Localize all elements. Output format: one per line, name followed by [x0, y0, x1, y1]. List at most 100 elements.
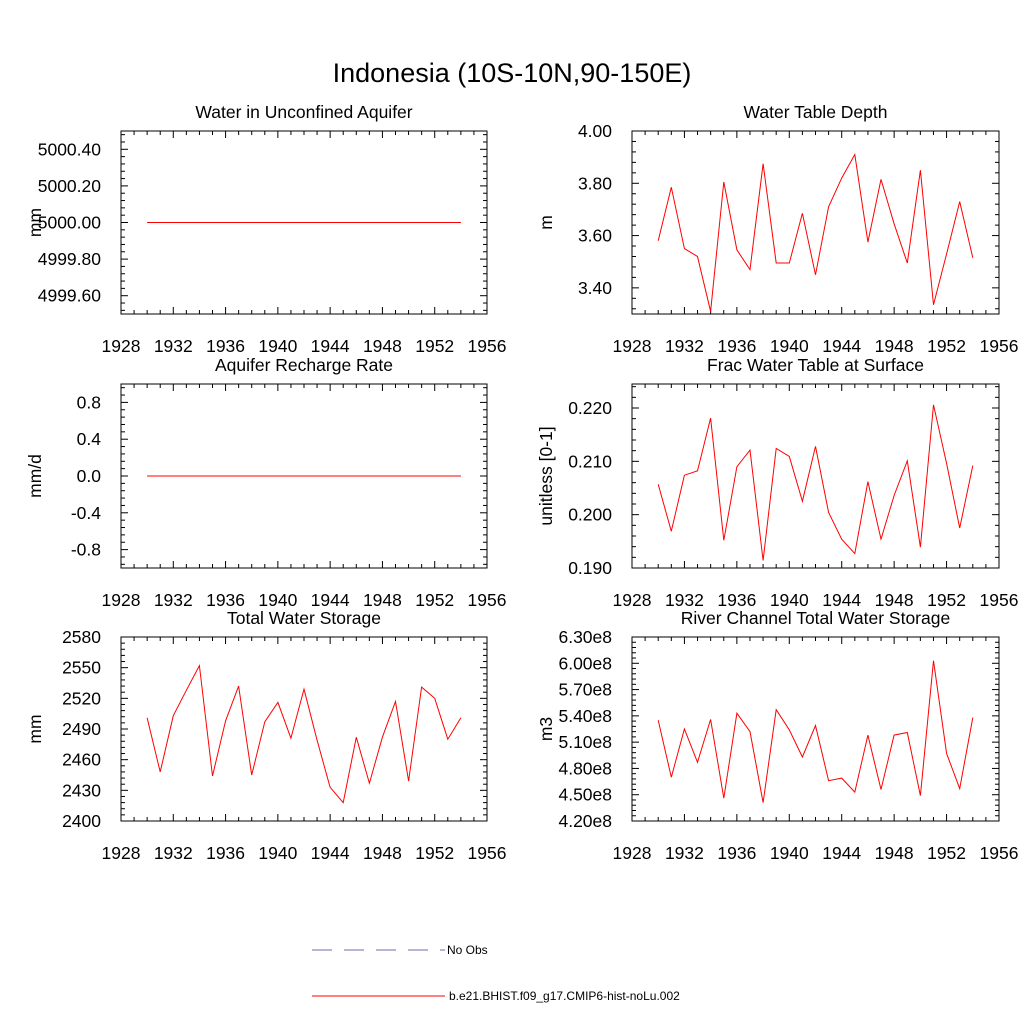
x-tick-label: 1928: [613, 336, 652, 356]
data-point: [880, 538, 882, 540]
chart-title: Total Water Storage: [227, 608, 381, 628]
y-axis-label: unitless [0-1]: [536, 426, 556, 525]
data-point: [919, 794, 921, 796]
data-point: [381, 475, 383, 477]
chart-panel-3: Aquifer Recharge Rate mm/d 1928 1932 1936 194…: [25, 355, 506, 610]
data-point: [670, 530, 672, 532]
x-tick-label: 1956: [468, 590, 507, 610]
data-point: [447, 475, 449, 477]
data-point: [670, 186, 672, 188]
series-line: [657, 660, 974, 803]
data-point: [185, 221, 187, 223]
x-tick-label: 1956: [980, 843, 1019, 863]
data-point: [329, 475, 331, 477]
data-point: [932, 660, 934, 662]
data-point: [224, 475, 226, 477]
data-point: [355, 221, 357, 223]
plot-frame: [631, 383, 1000, 569]
data-point: [185, 689, 187, 691]
chart-panel-1: Water in Unconfined Aquifer mm 1928 1932 193…: [25, 102, 506, 356]
x-tick-label: 1940: [258, 336, 297, 356]
data-point: [303, 688, 305, 690]
data-point: [277, 475, 279, 477]
data-point: [906, 262, 908, 264]
x-tick-label: 1944: [822, 843, 861, 863]
data-point: [959, 527, 961, 529]
y-tick-label: 0.0: [77, 466, 102, 486]
data-point: [788, 262, 790, 264]
data-point: [801, 756, 803, 758]
data-point: [749, 730, 751, 732]
data-point: [723, 797, 725, 799]
x-tick-label: 1956: [468, 843, 507, 863]
x-tick-label: 1940: [258, 590, 297, 610]
data-point: [434, 221, 436, 223]
x-tick-label: 1940: [258, 843, 297, 863]
data-point: [736, 712, 738, 714]
y-tick-label: 3.60: [578, 226, 612, 246]
data-point: [657, 483, 659, 485]
data-point: [211, 775, 213, 777]
data-point: [736, 249, 738, 251]
data-point: [316, 475, 318, 477]
data-point: [420, 686, 422, 688]
y-tick-label: 3.80: [578, 173, 612, 193]
data-point: [277, 701, 279, 703]
data-point: [709, 718, 711, 720]
data-point: [381, 221, 383, 223]
data-point: [447, 738, 449, 740]
data-point: [854, 552, 856, 554]
y-tick-label: 0.220: [568, 398, 612, 418]
chart-title: Frac Water Table at Surface: [707, 355, 924, 375]
y-tick-label: 4.80e8: [558, 758, 612, 778]
x-tick-label: 1936: [206, 590, 245, 610]
data-point: [251, 221, 253, 223]
data-point: [827, 511, 829, 513]
data-point: [814, 274, 816, 276]
data-point: [290, 475, 292, 477]
data-point: [736, 466, 738, 468]
data-point: [355, 475, 357, 477]
chart-title: River Channel Total Water Storage: [681, 608, 950, 628]
data-point: [368, 475, 370, 477]
data-point: [919, 169, 921, 171]
y-tick-label: 2580: [62, 627, 101, 647]
y-tick-label: 0.210: [568, 451, 612, 471]
data-point: [880, 178, 882, 180]
data-point: [959, 200, 961, 202]
data-point: [159, 221, 161, 223]
data-point: [368, 221, 370, 223]
data-point: [972, 257, 974, 259]
data-point: [709, 310, 711, 312]
x-tick-label: 1944: [311, 843, 350, 863]
y-tick-label: 5000.40: [38, 139, 102, 159]
data-point: [172, 221, 174, 223]
plot-frame: [120, 636, 488, 822]
data-point: [972, 716, 974, 718]
x-tick-label: 1932: [154, 590, 193, 610]
data-point: [290, 221, 292, 223]
data-point: [867, 241, 869, 243]
plot-frame: [631, 636, 1000, 822]
data-point: [932, 404, 934, 406]
data-point: [407, 475, 409, 477]
y-tick-label: 5000.00: [38, 213, 102, 233]
data-point: [945, 253, 947, 255]
y-axis-label: mm: [25, 714, 45, 743]
data-point: [316, 739, 318, 741]
x-tick-label: 1948: [875, 336, 914, 356]
y-tick-label: 4999.60: [38, 286, 102, 306]
y-tick-label: 4.00: [578, 121, 612, 141]
y-axis-label: mm: [25, 208, 45, 237]
x-tick-label: 1952: [415, 843, 454, 863]
data-point: [198, 475, 200, 477]
data-point: [775, 262, 777, 264]
data-point: [945, 752, 947, 754]
y-tick-label: 2490: [62, 719, 101, 739]
y-tick-label: 5.70e8: [558, 680, 612, 700]
data-point: [420, 221, 422, 223]
data-point: [303, 475, 305, 477]
data-point: [290, 737, 292, 739]
data-point: [945, 462, 947, 464]
data-point: [867, 480, 869, 482]
